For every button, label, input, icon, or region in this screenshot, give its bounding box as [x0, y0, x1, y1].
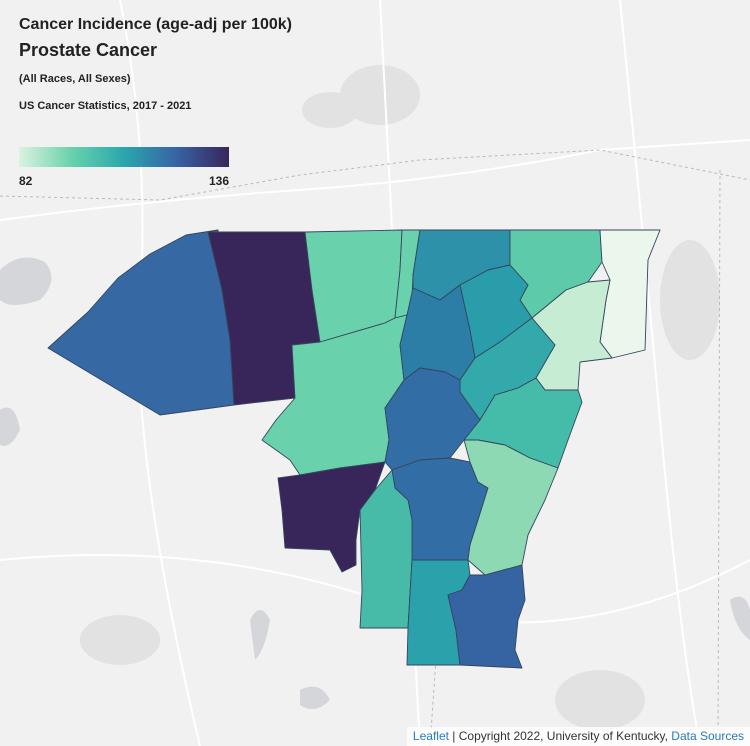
legend-gradient-bar [19, 147, 229, 167]
lake [250, 610, 270, 660]
state-border [0, 149, 750, 201]
map-title: Cancer Incidence (age-adj per 100k) [19, 16, 292, 33]
county-region[interactable] [384, 367, 481, 471]
data-source-subtitle: US Cancer Statistics, 2017 - 2021 [19, 100, 192, 112]
county-region[interactable] [47, 229, 235, 416]
leaflet-link[interactable]: Leaflet [412, 729, 449, 743]
lake [0, 407, 20, 446]
state-border [717, 169, 721, 746]
county-region[interactable] [447, 564, 526, 669]
county-layer[interactable] [47, 229, 661, 669]
urban-area [80, 615, 160, 665]
attribution-separator: | [448, 729, 459, 743]
water-bodies [0, 257, 750, 709]
map-title-block: Cancer Incidence (age-adj per 100k) Pros… [19, 14, 349, 112]
copyright-text: Copyright 2022, University of Kentucky, [458, 729, 672, 743]
legend-labels: 82 136 [19, 174, 231, 190]
legend-min-label: 82 [19, 174, 33, 188]
legend-max-label: 136 [208, 174, 229, 188]
road [619, 0, 701, 746]
urban-area [302, 92, 358, 128]
urban-area [340, 65, 420, 125]
road [0, 139, 750, 221]
urban-areas [80, 65, 720, 730]
county-region[interactable] [359, 469, 413, 629]
urban-area [660, 240, 720, 360]
county-region[interactable] [277, 461, 386, 573]
urban-area [555, 670, 645, 730]
data-sources-link[interactable]: Data Sources [671, 729, 744, 743]
color-legend: 82 136 [19, 147, 231, 190]
cancer-type-title: Prostate Cancer [19, 40, 158, 60]
lake [300, 686, 330, 709]
lake [730, 596, 750, 640]
map-attribution: Leaflet | Copyright 2022, University of … [406, 727, 750, 746]
lake [0, 257, 52, 305]
population-subtitle: (All Races, All Sexes) [19, 73, 131, 85]
county-region[interactable] [459, 264, 533, 359]
